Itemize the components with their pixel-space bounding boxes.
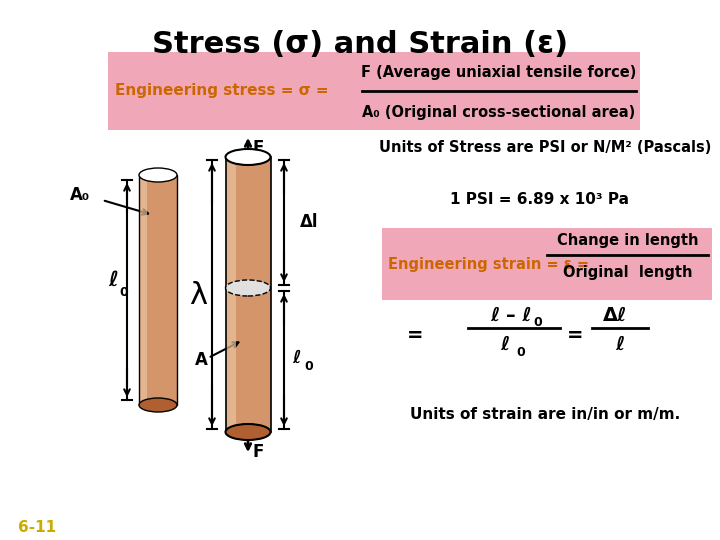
Bar bbox=[139, 175, 177, 405]
Text: Engineering stress = σ =: Engineering stress = σ = bbox=[115, 84, 328, 98]
Text: ℓ: ℓ bbox=[108, 270, 118, 290]
Text: Δℓ: Δℓ bbox=[603, 306, 627, 325]
Text: =: = bbox=[407, 326, 423, 345]
Ellipse shape bbox=[139, 168, 177, 182]
Bar bbox=[108, 52, 640, 130]
Text: Stress (σ) and Strain (ε): Stress (σ) and Strain (ε) bbox=[152, 30, 568, 59]
Ellipse shape bbox=[225, 424, 271, 440]
Text: Units of Stress are PSI or N/M² (Pascals): Units of Stress are PSI or N/M² (Pascals… bbox=[379, 140, 711, 156]
Text: 0: 0 bbox=[304, 361, 312, 374]
Text: A: A bbox=[195, 351, 208, 369]
Bar bbox=[382, 228, 712, 300]
Text: Units of strain are in/in or m/m.: Units of strain are in/in or m/m. bbox=[410, 408, 680, 422]
Ellipse shape bbox=[225, 149, 271, 165]
Text: A₀: A₀ bbox=[70, 186, 90, 204]
Bar bbox=[226, 157, 271, 432]
Text: ℓ – ℓ: ℓ – ℓ bbox=[490, 306, 531, 325]
Text: F: F bbox=[253, 443, 264, 461]
Text: 0: 0 bbox=[533, 316, 541, 329]
Bar bbox=[226, 157, 271, 432]
Text: F (Average uniaxial tensile force): F (Average uniaxial tensile force) bbox=[361, 64, 636, 79]
Ellipse shape bbox=[225, 280, 271, 296]
Text: =: = bbox=[567, 326, 583, 345]
Text: ℓ: ℓ bbox=[616, 334, 625, 354]
Text: F: F bbox=[253, 139, 264, 157]
Text: ℓ: ℓ bbox=[292, 349, 300, 367]
Text: 0: 0 bbox=[516, 346, 525, 359]
Text: ℓ: ℓ bbox=[500, 334, 510, 354]
Text: Δl: Δl bbox=[300, 213, 318, 231]
Text: Original  length: Original length bbox=[563, 265, 693, 280]
Text: A₀ (Original cross-sectional area): A₀ (Original cross-sectional area) bbox=[362, 105, 636, 120]
Text: 1 PSI = 6.89 x 10³ Pa: 1 PSI = 6.89 x 10³ Pa bbox=[450, 192, 629, 207]
Bar bbox=[139, 175, 147, 405]
Bar bbox=[139, 175, 177, 405]
Text: Change in length: Change in length bbox=[557, 233, 698, 248]
Bar bbox=[226, 157, 236, 432]
Text: λ: λ bbox=[189, 280, 207, 309]
Text: Engineering strain = ε =: Engineering strain = ε = bbox=[388, 256, 589, 272]
Text: 6-11: 6-11 bbox=[18, 521, 56, 536]
Ellipse shape bbox=[139, 398, 177, 412]
Text: 0: 0 bbox=[119, 286, 127, 299]
